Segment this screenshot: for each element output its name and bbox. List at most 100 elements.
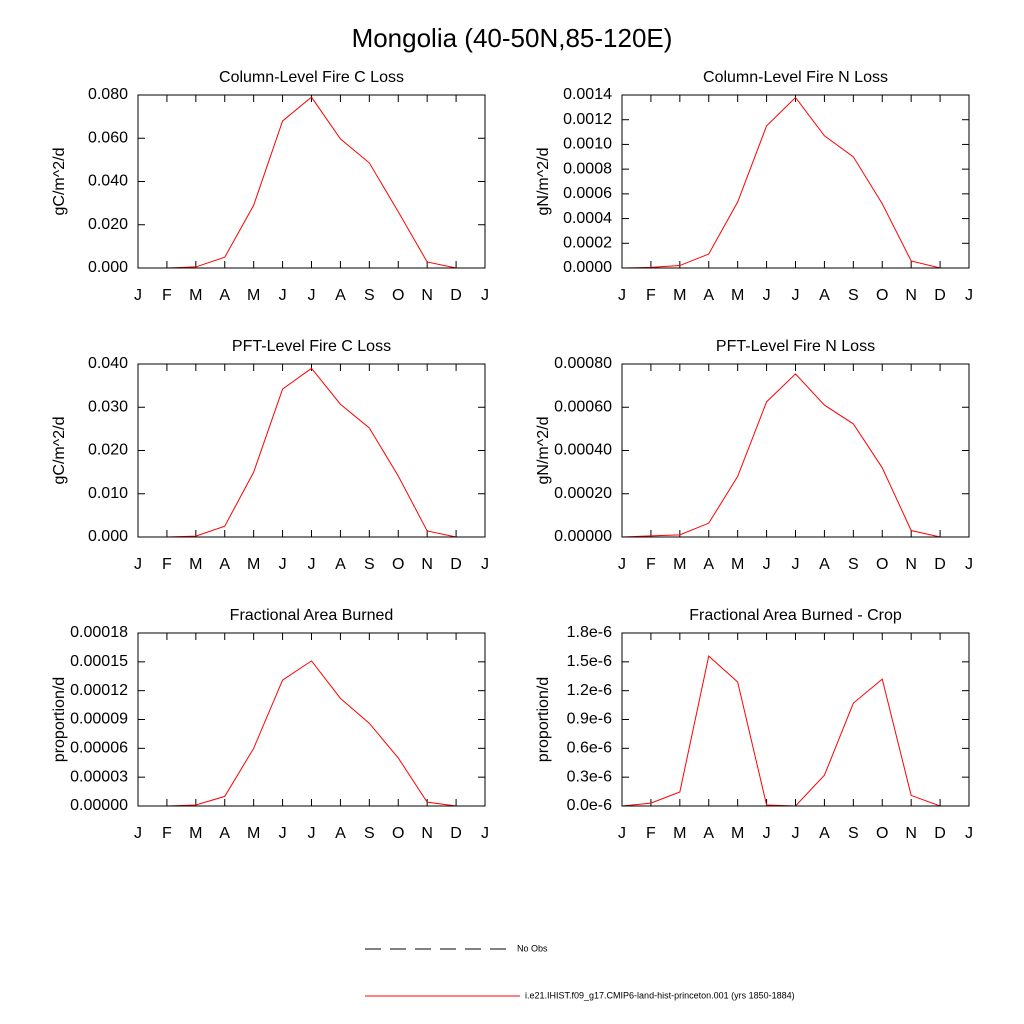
y-tick-label: 0.030 [88,398,128,415]
panel-title: Column-Level Fire C Loss [219,69,404,86]
x-tick-label: J [763,287,771,304]
x-tick-label: J [792,287,800,304]
y-axis-label: proportion/d [51,677,68,762]
plot-frame [137,94,486,269]
y-tick-label: 0.040 [88,355,128,372]
x-tick-label: N [905,825,917,842]
y-tick-label: 0.00018 [70,624,128,641]
legend-label: i.e21.IHIST.f09_g17.CMIP6-land-hist-prin… [525,990,795,1000]
y-tick-label: 0.6e-6 [567,740,612,757]
x-tick-label: J [763,825,771,842]
x-tick-label: J [308,287,316,304]
x-tick-label: N [905,556,917,573]
series-line [138,367,485,538]
figure-title: Mongolia (40-50N,85-120E) [352,23,673,53]
x-tick-label: O [876,825,888,842]
x-tick-label: J [965,556,973,573]
y-tick-label: 0.00080 [554,355,612,372]
y-tick-label: 0.00040 [554,442,612,459]
x-tick-label: S [364,287,375,304]
x-tick-label: M [247,825,260,842]
x-tick-label: M [189,825,202,842]
x-tick-label: A [219,556,230,573]
x-tick-label: N [421,287,433,304]
y-tick-label: 0.000 [88,259,128,276]
plot-frame [621,363,970,538]
x-tick-label: A [819,556,830,573]
series-line [138,660,485,807]
x-tick-label: F [646,287,656,304]
plot-frame [137,632,486,807]
y-tick-label: 0.0014 [563,86,612,103]
x-tick-label: F [646,556,656,573]
y-tick-label: 0.00000 [70,797,128,814]
x-tick-label: D [450,556,462,573]
y-tick-label: 0.00006 [70,740,128,757]
x-tick-label: S [364,825,375,842]
series-line [621,373,969,538]
y-tick-label: 0.00009 [70,711,128,728]
x-tick-label: M [247,556,260,573]
series-line [621,655,969,807]
y-tick-label: 0.9e-6 [567,711,612,728]
panel-title: PFT-Level Fire N Loss [716,338,875,355]
x-tick-label: J [279,287,287,304]
x-tick-label: O [392,287,404,304]
x-tick-label: N [421,556,433,573]
y-tick-label: 0.0004 [563,210,612,227]
y-tick-label: 0.080 [88,86,128,103]
series-line [621,96,969,269]
x-tick-label: O [876,556,888,573]
x-tick-label: J [965,287,973,304]
x-tick-label: A [703,556,714,573]
x-tick-label: J [763,556,771,573]
x-tick-label: J [134,556,142,573]
y-tick-label: 1.2e-6 [567,682,612,699]
x-tick-label: M [673,287,686,304]
x-tick-label: M [189,556,202,573]
x-tick-label: M [731,287,744,304]
x-tick-label: F [162,287,172,304]
y-tick-label: 0.3e-6 [567,768,612,785]
y-tick-label: 0.00003 [70,768,128,785]
x-tick-label: A [703,825,714,842]
x-tick-label: A [219,825,230,842]
panel-title: Column-Level Fire N Loss [703,69,888,86]
x-tick-label: D [450,287,462,304]
x-tick-label: F [162,556,172,573]
x-tick-label: A [219,287,230,304]
y-tick-label: 0.0010 [563,136,612,153]
y-tick-label: 0.060 [88,129,128,146]
panel-title: PFT-Level Fire C Loss [232,338,391,355]
x-tick-label: M [673,825,686,842]
x-tick-label: O [876,287,888,304]
x-tick-label: M [731,825,744,842]
x-tick-label: J [618,825,626,842]
y-axis-label: gC/m^2/d [51,148,68,216]
y-tick-label: 0.010 [88,485,128,502]
x-tick-label: M [189,287,202,304]
x-tick-label: D [934,556,946,573]
y-tick-label: 0.00000 [554,528,612,545]
y-tick-label: 0.020 [88,216,128,233]
x-tick-label: F [162,825,172,842]
x-tick-label: J [618,287,626,304]
plot-frame [137,363,486,538]
x-tick-label: D [450,825,462,842]
x-tick-label: J [792,556,800,573]
x-tick-label: J [308,556,316,573]
plot-frame [621,94,970,269]
x-tick-label: A [335,556,346,573]
x-tick-label: J [792,825,800,842]
x-tick-label: A [819,825,830,842]
x-tick-label: S [848,556,859,573]
x-tick-label: N [905,287,917,304]
x-tick-label: M [247,287,260,304]
y-tick-label: 0.00015 [70,653,128,670]
x-tick-label: J [965,825,973,842]
x-tick-label: J [481,825,489,842]
x-tick-label: J [481,287,489,304]
y-tick-label: 0.0006 [563,185,612,202]
x-tick-label: S [848,825,859,842]
